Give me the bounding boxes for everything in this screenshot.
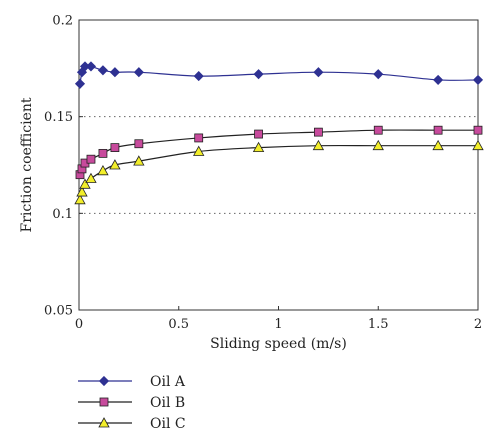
data-point-triangle — [109, 159, 121, 170]
data-point-diamond — [193, 71, 204, 82]
legend-label: Oil A — [150, 374, 186, 390]
data-point-diamond — [313, 67, 324, 78]
x-tick-label: 1 — [274, 317, 282, 332]
x-tick-label: 0 — [75, 317, 83, 332]
data-point-square — [254, 129, 263, 139]
series-oil-c — [74, 139, 484, 205]
data-point-triangle — [312, 139, 325, 151]
x-tick-label: 2 — [474, 317, 482, 332]
legend-label: Oil B — [150, 395, 185, 411]
data-point-square — [98, 148, 108, 158]
data-point-diamond — [472, 74, 484, 85]
data-point-diamond — [109, 67, 120, 78]
y-tick-label: 0.15 — [44, 110, 73, 125]
y-tick-label: 0.2 — [52, 14, 73, 29]
x-axis-label: Sliding speed (m/s) — [210, 336, 347, 352]
data-point-square — [134, 139, 144, 149]
data-point-triangle — [472, 139, 484, 151]
legend-marker-square — [99, 397, 109, 407]
data-point-diamond — [97, 65, 109, 76]
x-tick-label: 0.5 — [168, 317, 189, 332]
data-point-square — [86, 154, 96, 164]
data-point-triangle — [85, 172, 97, 183]
series-oil-a — [74, 61, 484, 89]
data-point-square — [373, 125, 383, 135]
data-point-triangle — [133, 155, 145, 166]
data-point-triangle — [193, 145, 205, 156]
data-point-triangle — [97, 164, 109, 176]
series-line — [79, 144, 478, 200]
legend-label: Oil C — [150, 416, 186, 432]
data-point-diamond — [433, 74, 444, 85]
series-line — [79, 129, 478, 175]
legend-item: Oil C — [78, 416, 186, 432]
legend-item: Oil B — [78, 395, 185, 411]
series-layer — [74, 61, 484, 205]
data-point-triangle — [432, 139, 444, 151]
legend-marker-triangle — [98, 417, 110, 428]
gridlines — [79, 116, 478, 214]
axis-ticks: 0 0.5 1 1.5 2 0.05 0.1 0.15 0.2 — [44, 14, 482, 333]
data-point-triangle — [76, 186, 88, 197]
data-point-diamond — [133, 67, 144, 78]
legend-marker-diamond — [98, 375, 110, 387]
data-point-triangle — [74, 193, 86, 205]
data-point-square — [433, 125, 443, 135]
data-point-square — [110, 143, 120, 153]
data-point-diamond — [74, 78, 86, 89]
y-tick-label: 0.05 — [44, 304, 73, 319]
data-point-triangle — [372, 139, 384, 151]
series-oil-b — [75, 125, 483, 180]
data-point-square — [194, 133, 204, 143]
y-axis-label: Friction coefficient — [19, 97, 35, 232]
y-tick-label: 0.1 — [52, 207, 73, 222]
data-point-square — [313, 127, 323, 137]
data-point-square — [473, 125, 483, 135]
data-point-triangle — [79, 178, 91, 189]
data-point-triangle — [252, 141, 265, 153]
data-point-diamond — [85, 61, 97, 72]
x-tick-label: 1.5 — [368, 317, 389, 332]
data-point-diamond — [373, 69, 384, 80]
legend-item: Oil A — [78, 374, 186, 390]
data-point-diamond — [253, 69, 264, 80]
legend: Oil A Oil B Oil C — [78, 374, 186, 432]
